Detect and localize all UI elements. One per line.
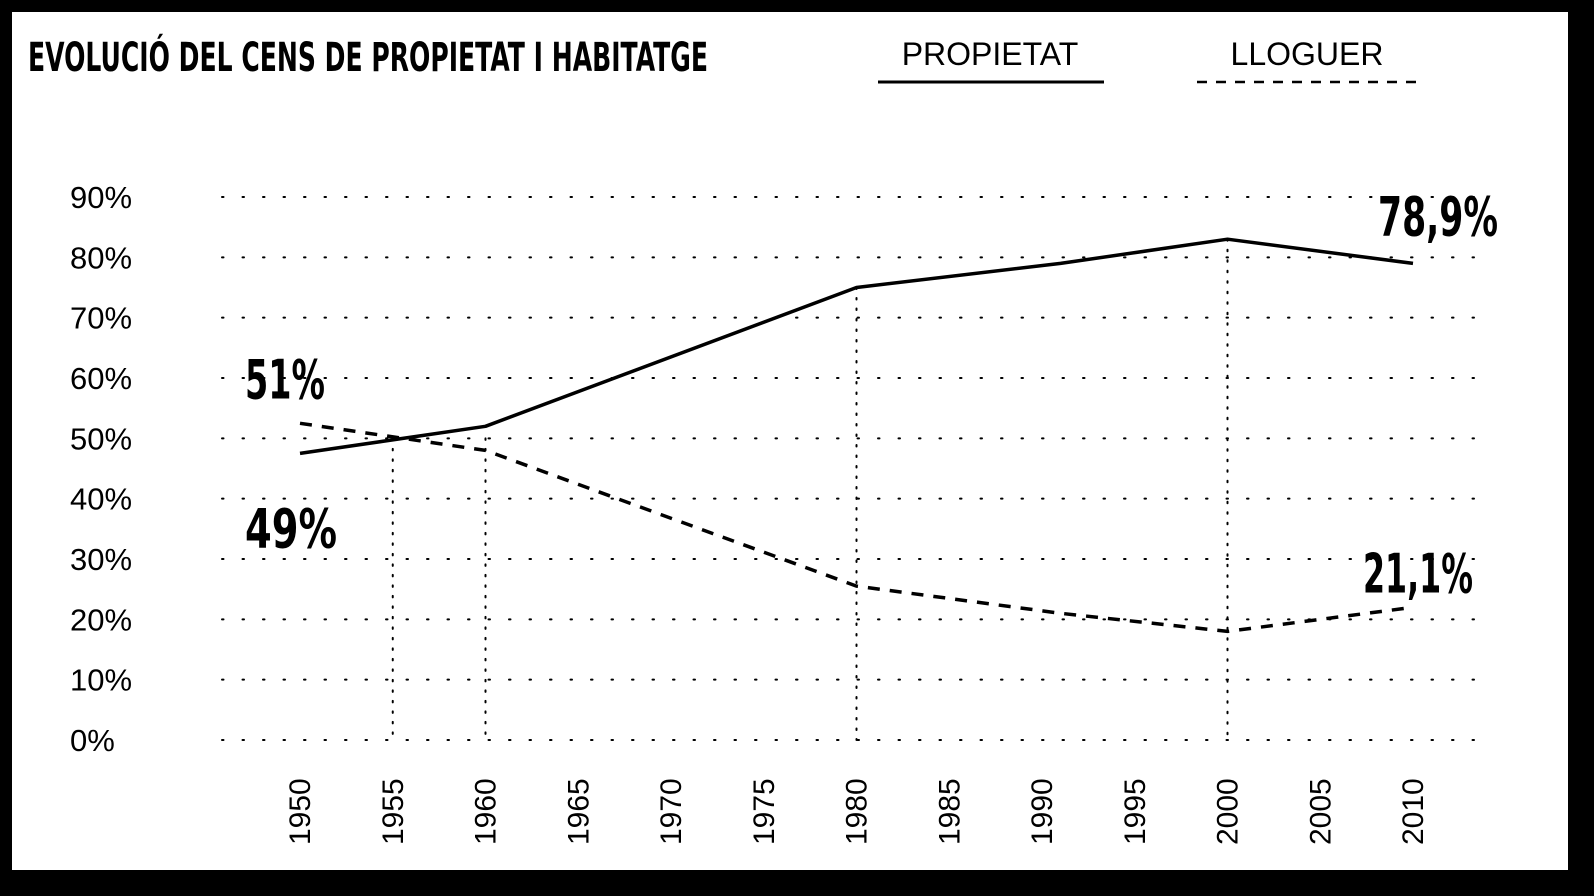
x-tick-label: 1990 bbox=[1026, 778, 1059, 845]
y-tick-label: 60% bbox=[70, 361, 132, 396]
x-tick-label: 1985 bbox=[933, 778, 966, 845]
annotation-label: 21,1% bbox=[1363, 542, 1473, 605]
chart-title: EVOLUCIÓ DEL CENS DE PROPIETAT I HABITAT… bbox=[28, 33, 708, 81]
x-tick-label: 1960 bbox=[470, 778, 503, 845]
y-tick-label: 0% bbox=[70, 723, 115, 758]
grid bbox=[221, 196, 1481, 741]
legend-label: PROPIETAT bbox=[902, 36, 1079, 72]
y-tick-label: 80% bbox=[70, 240, 132, 275]
x-tick-label: 1995 bbox=[1119, 778, 1152, 845]
annotation-label: 78,9% bbox=[1378, 185, 1498, 248]
y-axis-ticks: 0% 10% 20% 30% 40% 50% 60% 70% 80% 90% bbox=[70, 180, 132, 758]
series-line-lloguer bbox=[299, 421, 1414, 634]
chart-background bbox=[12, 12, 1568, 870]
x-tick-label: 2010 bbox=[1397, 778, 1430, 845]
x-tick-label: 2005 bbox=[1304, 778, 1337, 845]
y-tick-label: 30% bbox=[70, 542, 132, 577]
y-tick-label: 10% bbox=[70, 663, 132, 698]
x-tick-label: 1970 bbox=[655, 778, 688, 845]
x-tick-label: 1950 bbox=[284, 778, 317, 845]
x-tick-label: 2000 bbox=[1212, 778, 1245, 845]
annotations: 51% 49% 78,9% 21,1% bbox=[245, 185, 1498, 605]
y-tick-label: 90% bbox=[70, 180, 132, 215]
series-lines bbox=[299, 237, 1414, 634]
y-tick-label: 70% bbox=[70, 301, 132, 336]
x-tick-label: 1975 bbox=[748, 778, 781, 845]
y-tick-label: 50% bbox=[70, 421, 132, 456]
legend-label: LLOGUER bbox=[1231, 36, 1384, 72]
annotation-label: 49% bbox=[245, 497, 337, 560]
y-tick-label: 20% bbox=[70, 602, 132, 637]
y-tick-label: 40% bbox=[70, 482, 132, 517]
legend: PROPIETAT LLOGUER bbox=[878, 36, 1423, 84]
annotation-label: 51% bbox=[245, 348, 325, 411]
series-line-propietat bbox=[299, 237, 1414, 456]
x-tick-label: 1965 bbox=[562, 778, 595, 845]
x-axis-ticks: 1950 1955 1960 1965 1970 1975 1980 1985 1990 1995… bbox=[284, 778, 1430, 845]
x-tick-label: 1955 bbox=[377, 778, 410, 845]
x-tick-label: 1980 bbox=[841, 778, 874, 845]
